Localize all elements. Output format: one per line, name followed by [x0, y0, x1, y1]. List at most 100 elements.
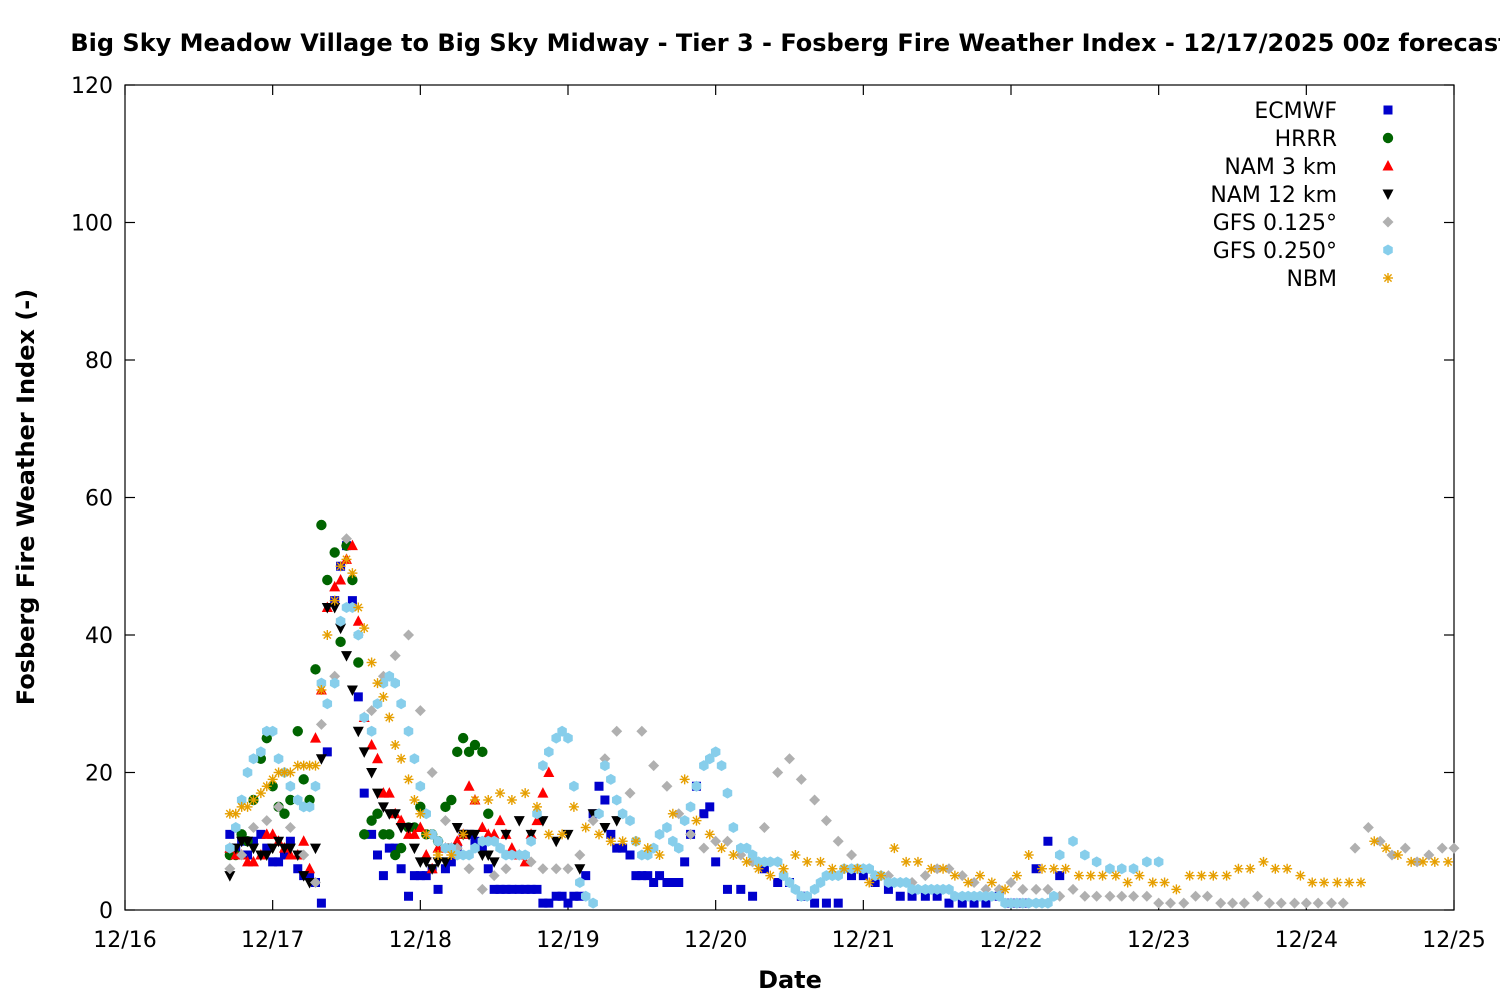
data-point-ecmwf — [557, 891, 567, 901]
x-tick-label: 12/18 — [389, 928, 452, 953]
data-point-gfs-0-125 — [500, 863, 512, 875]
data-point-gfs-0-125 — [919, 870, 931, 882]
data-point-nbm — [741, 856, 752, 867]
data-point-nam-3-km — [408, 828, 420, 839]
data-point-ecmwf — [347, 596, 357, 606]
data-point-nbm — [236, 801, 247, 812]
x-axis: 12/16 12/17 12/18 12/19 12/20 12/21 12/22 12/23… — [93, 85, 1486, 953]
data-point-gfs-0-250 — [716, 760, 727, 772]
data-point-nbm — [716, 843, 727, 854]
data-point-gfs-0-250 — [403, 725, 414, 737]
data-point-gfs-0-125 — [463, 863, 475, 875]
data-point-gfs-0-125 — [309, 877, 321, 888]
data-point-gfs-0-250 — [396, 698, 406, 710]
data-point-nam-3-km — [335, 574, 347, 585]
data-point-nbm — [1000, 884, 1011, 895]
data-point-nbm — [1023, 850, 1034, 860]
data-point-nam-12-km — [346, 685, 358, 696]
data-point-gfs-0-250 — [273, 753, 284, 765]
data-point-nam-12-km — [298, 871, 310, 882]
data-point-gfs-0-250 — [772, 856, 783, 868]
data-point-nbm — [242, 801, 253, 812]
data-point-nbm — [1097, 870, 1108, 881]
data-point-nbm — [1147, 877, 1158, 888]
data-point-nbm — [433, 850, 444, 860]
legend-marker-gfs-0-125 — [1382, 216, 1394, 228]
data-point-gfs-0-250 — [1049, 890, 1059, 902]
data-point-gfs-0-250 — [815, 877, 826, 888]
data-point-ecmwf — [305, 871, 315, 881]
data-point-gfs-0-125 — [366, 705, 378, 717]
data-point-gfs-0-250 — [784, 877, 795, 888]
data-point-nbm — [1159, 877, 1170, 888]
data-point-ecmwf — [662, 878, 672, 887]
data-point-nbm — [790, 850, 801, 860]
data-point-nam-12-km — [482, 850, 494, 861]
data-point-gfs-0-250 — [353, 629, 364, 641]
data-point-nbm — [304, 760, 315, 771]
data-point-nam-3-km — [372, 752, 384, 764]
data-point-gfs-0-125 — [1289, 897, 1301, 909]
data-point-ecmwf — [421, 871, 431, 881]
data-point-nbm — [1110, 870, 1121, 881]
data-point-nbm — [704, 829, 715, 840]
data-point-ecmwf — [274, 857, 284, 867]
data-point-nbm — [963, 877, 974, 888]
data-point-gfs-0-250 — [901, 877, 911, 888]
data-point-gfs-0-250 — [778, 870, 789, 882]
data-point-gfs-0-125 — [537, 863, 549, 875]
data-point-gfs-0-250 — [802, 890, 812, 902]
data-point-gfs-0-250 — [557, 725, 567, 737]
data-point-nbm — [630, 836, 641, 847]
data-point-gfs-0-250 — [532, 808, 542, 820]
data-point-ecmwf — [359, 788, 369, 798]
data-point-nbm — [1319, 877, 1330, 888]
data-point-nam-3-km — [531, 814, 543, 826]
data-point-gfs-0-250 — [611, 794, 622, 806]
data-point-nam-12-km — [329, 603, 341, 614]
data-point-nam-3-km — [476, 821, 488, 832]
data-point-nbm — [1443, 856, 1454, 867]
data-point-nbm — [679, 774, 690, 785]
data-point-gfs-0-250 — [710, 746, 721, 758]
data-point-nbm — [938, 863, 949, 874]
data-point-ecmwf — [1055, 871, 1065, 881]
data-point-gfs-0-125 — [236, 849, 248, 861]
data-point-gfs-0-125 — [1263, 897, 1275, 909]
data-point-nbm — [1208, 870, 1219, 881]
x-tick-label: 12/25 — [1422, 928, 1485, 953]
data-point-nam-12-km — [224, 871, 236, 882]
data-point-hrrr — [457, 732, 469, 744]
data-point-gfs-0-250 — [464, 849, 474, 861]
data-point-hrrr — [353, 657, 364, 668]
data-point-nbm — [691, 815, 702, 826]
data-point-gfs-0-125 — [721, 835, 733, 847]
data-point-ecmwf — [643, 871, 653, 881]
data-point-nam-3-km — [543, 766, 555, 777]
data-point-gfs-0-125 — [956, 870, 968, 882]
data-point-ecmwf — [674, 878, 684, 887]
data-point-ecmwf — [507, 884, 517, 894]
data-point-nbm — [322, 630, 333, 640]
data-point-hrrr — [310, 664, 321, 675]
data-point-hrrr — [390, 849, 401, 861]
data-point-ecmwf — [969, 898, 979, 908]
data-point-gfs-0-125 — [1067, 883, 1079, 895]
data-point-ecmwf — [396, 864, 406, 874]
data-point-gfs-0-125 — [735, 849, 747, 861]
data-point-nam-3-km — [304, 862, 316, 874]
y-tick-label: 20 — [85, 762, 113, 787]
data-point-nam-3-km — [267, 828, 279, 839]
data-point-gfs-0-250 — [679, 815, 690, 827]
data-point-ecmwf — [225, 829, 235, 839]
data-point-gfs-0-250 — [225, 842, 235, 854]
data-point-ecmwf — [907, 891, 917, 901]
data-point-hrrr — [452, 746, 463, 758]
data-point-nam-3-km — [488, 828, 500, 839]
data-point-nbm — [580, 822, 591, 833]
data-point-gfs-0-250 — [538, 760, 548, 772]
data-point-nbm — [1381, 843, 1392, 854]
data-point-gfs-0-125 — [1116, 890, 1128, 902]
data-point-nam-12-km — [309, 843, 321, 855]
